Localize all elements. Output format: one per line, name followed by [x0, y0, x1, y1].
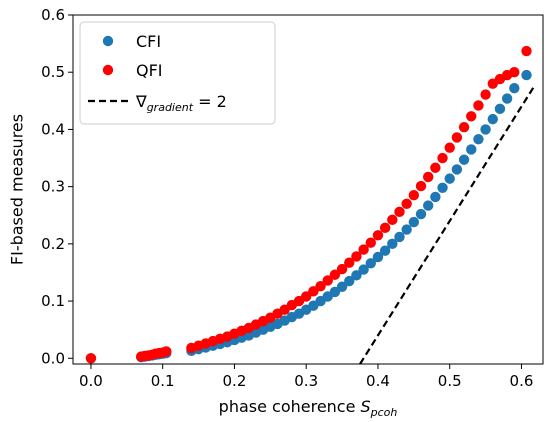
qfi-point: [437, 152, 448, 164]
qfi-point: [358, 244, 369, 255]
qfi-point: [351, 251, 362, 262]
qfi-point: [85, 353, 97, 364]
x-axis-label-subscript: pcoh: [370, 406, 398, 419]
cfi-point: [466, 144, 477, 155]
cfi-point: [422, 200, 434, 211]
qfi-point: [161, 346, 172, 357]
y-tick-label: 0.6: [41, 6, 65, 24]
legend-label-gradient-suffix: = 2: [193, 92, 227, 111]
qfi-point: [458, 121, 470, 133]
x-axis-label-symbol: S: [360, 397, 370, 416]
qfi-point: [415, 180, 427, 192]
cfi-point: [487, 113, 498, 125]
x-tick-label: 0.1: [151, 372, 175, 390]
qfi-point: [422, 171, 434, 183]
x-tick-label: 0.0: [79, 372, 103, 390]
cfi-point: [358, 264, 369, 275]
qfi-point: [401, 198, 412, 210]
cfi-point: [437, 182, 448, 193]
qfi-point: [387, 214, 398, 226]
y-tick-label: 0.2: [41, 235, 65, 253]
cfi-point: [415, 208, 427, 220]
qfi-point: [365, 237, 376, 248]
y-tick-label: 0.4: [41, 120, 65, 138]
cfi-point: [473, 133, 484, 145]
plot-frame: [72, 14, 544, 365]
cfi-point: [329, 286, 341, 298]
cfi-point: [480, 124, 491, 135]
qfi-point: [322, 275, 333, 286]
qfi-point: [444, 142, 455, 153]
x-tick-label: 0.5: [438, 372, 462, 390]
legend-marker-cfi: [102, 35, 114, 47]
qfi-point: [308, 286, 319, 297]
x-tick-label: 0.2: [223, 372, 247, 390]
x-tick-label: 0.3: [294, 372, 318, 390]
qfi-point: [466, 111, 477, 122]
cfi-point: [521, 69, 532, 81]
cfi-point: [372, 251, 384, 263]
points-layer: [85, 45, 532, 364]
legend-marker-qfi: [102, 64, 114, 76]
qfi-point: [451, 132, 463, 143]
qfi-point: [480, 89, 491, 100]
qfi-point: [329, 269, 341, 280]
cfi-point: [379, 245, 391, 256]
qfi-point: [521, 45, 532, 57]
cfi-point: [351, 270, 362, 281]
cfi-point: [387, 238, 398, 250]
legend-label-cfi: CFI: [136, 32, 161, 51]
qfi-point: [394, 206, 405, 218]
x-tick-label: 0.4: [366, 372, 390, 390]
cfi-point: [344, 275, 355, 287]
legend-box: [79, 21, 276, 125]
qfi-point: [301, 291, 312, 302]
qfi-point: [336, 263, 348, 275]
cfi-point: [494, 103, 506, 115]
legend-label-qfi: QFI: [136, 61, 163, 80]
cfi-point: [401, 224, 412, 235]
cfi-point: [509, 83, 520, 94]
qfi-point: [372, 230, 384, 241]
y-axis-label: FI-based measures: [8, 114, 27, 265]
qfi-point: [430, 162, 441, 173]
x-axis-label-text: phase coherence: [219, 397, 356, 416]
y-tick-label: 0.1: [41, 292, 65, 310]
ticks-layer: 0.0 0.1 0.2 0.3 0.4 0.5 0.6 0.0 0.1 0.2 0.3 0.4 0.5 0…: [41, 6, 533, 390]
cfi-point: [394, 231, 405, 243]
qfi-point: [473, 100, 484, 111]
cfi-point: [458, 154, 470, 165]
cfi-point: [336, 281, 348, 292]
legend-label-gradient-symbol: ∇: [135, 92, 147, 111]
y-tick-label: 0.0: [41, 349, 65, 367]
y-tick-label: 0.3: [41, 178, 65, 196]
legend-label-gradient-subscript: gradient: [147, 101, 194, 114]
x-tick-label: 0.6: [510, 372, 534, 390]
cfi-point: [451, 164, 463, 175]
qfi-point: [509, 67, 520, 78]
cfi-point: [408, 216, 420, 228]
qfi-point: [408, 190, 420, 201]
legend-label-gradient: ∇gradient = 2: [135, 92, 227, 114]
x-axis-label: phase coherence Spcoh: [219, 397, 398, 419]
qfi-point: [315, 280, 326, 292]
legend: CFI QFI ∇gradient = 2: [79, 21, 276, 125]
cfi-point: [501, 93, 513, 104]
cfi-point: [444, 173, 455, 184]
cfi-point: [365, 258, 376, 269]
qfi-point: [379, 222, 391, 234]
qfi-point: [344, 257, 355, 268]
cfi-point: [430, 191, 441, 203]
y-tick-label: 0.5: [41, 63, 65, 81]
